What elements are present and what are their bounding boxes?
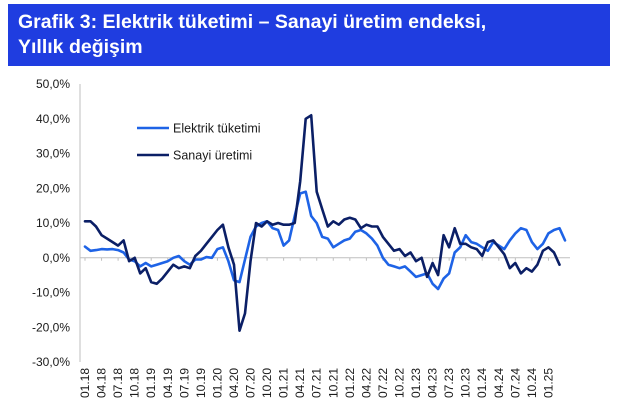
x-tick-label: 04.21 [293, 368, 307, 398]
x-tick-label: 10.22 [392, 368, 406, 398]
chart-axes: -30,0% -20,0% -10,0% 0,0% 10,0% 20,0% 30,0% 40,… [32, 77, 570, 398]
legend-label-sanayi-uretimi: Sanayi üretimi [173, 149, 252, 163]
x-tick-label: 01.22 [343, 368, 357, 398]
x-tick-label: 07.19 [177, 368, 191, 398]
x-tick-label: 04.18 [95, 368, 109, 398]
chart-title-banner: Grafik 3: Elektrik tüketimi – Sanayi üre… [8, 4, 610, 66]
x-tick-label: 07.23 [442, 368, 456, 398]
x-tick-label: 01.24 [475, 368, 489, 398]
chart-series-layer [83, 114, 567, 333]
x-tick-label: 10.19 [194, 368, 208, 398]
chart-title: Grafik 3: Elektrik tüketimi – Sanayi üre… [18, 11, 487, 58]
y-tick-label: -30,0% [32, 355, 70, 369]
x-tick-label: 04.24 [492, 368, 506, 398]
x-tick-label: 01.19 [144, 368, 158, 398]
x-tick-label: 07.22 [376, 368, 390, 398]
y-tick-label: 30,0% [36, 147, 70, 161]
x-tick-label: 04.22 [359, 368, 373, 398]
x-tick-label: 07.24 [508, 368, 522, 398]
x-tick-label: 04.20 [227, 368, 241, 398]
x-tick-label: 10.23 [459, 368, 473, 398]
x-tick-label: 10.18 [128, 368, 142, 398]
legend-label-elektrik-tuketimi: Elektrik tüketimi [173, 122, 261, 136]
y-tick-label: 0,0% [43, 251, 71, 265]
y-tick-label: 10,0% [36, 216, 70, 230]
y-tick-label: -20,0% [32, 320, 70, 334]
x-tick-label: 10.21 [326, 368, 340, 398]
y-tick-label: 40,0% [36, 112, 70, 126]
x-tick-label: 01.25 [541, 368, 555, 398]
x-tick-label: 07.18 [111, 368, 125, 398]
x-tick-label: 01.23 [409, 368, 423, 398]
x-tick-label: 04.23 [426, 368, 440, 398]
x-tick-label: 01.20 [210, 368, 224, 398]
x-tick-label: 01.18 [78, 368, 92, 398]
x-tick-label: 07.21 [310, 368, 324, 398]
chart-legend: Elektrik tüketimi Sanayi üretimi [137, 122, 261, 163]
x-tick-label: 04.19 [161, 368, 175, 398]
x-tick-label: 01.21 [277, 368, 291, 398]
y-tick-label: -10,0% [32, 286, 70, 300]
y-tick-label: 50,0% [36, 77, 70, 91]
y-tick-label: 20,0% [36, 181, 70, 195]
x-tick-label: 10.20 [260, 368, 274, 398]
x-tick-label: 10.24 [525, 368, 539, 398]
series-line-sanayi-uretimi [83, 114, 561, 333]
x-tick-label: 07.20 [244, 368, 258, 398]
